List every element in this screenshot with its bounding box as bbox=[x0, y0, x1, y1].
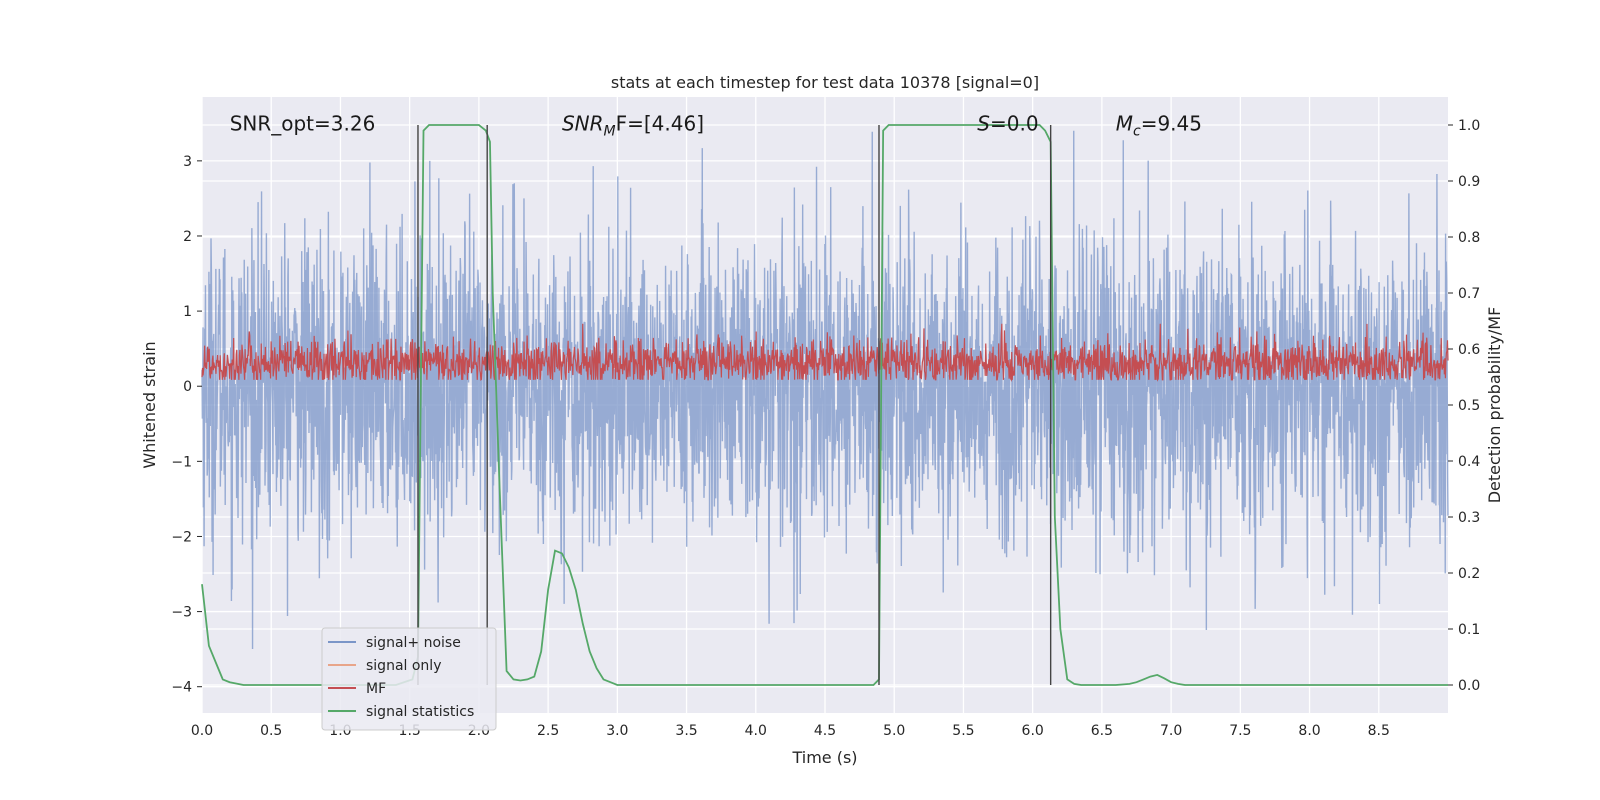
y2-tick-labels: 0.0 0.1 0.2 0.3 0.4 0.5 0.6 0.7 0.8 0.9 1.0 bbox=[1448, 118, 1480, 694]
x-tick-label: 7.5 bbox=[1229, 723, 1251, 739]
chart-title: stats at each timestep for test data 103… bbox=[611, 73, 1039, 92]
y2-tick-label: 0.7 bbox=[1458, 286, 1480, 302]
x-axis-label: Time (s) bbox=[791, 748, 857, 767]
y-tick-label: −4 bbox=[171, 680, 192, 696]
y2-tick-label: 0.9 bbox=[1458, 174, 1480, 190]
y-tick-label: 1 bbox=[183, 304, 192, 320]
x-tick-label: 4.0 bbox=[745, 723, 767, 739]
legend-label: MF bbox=[366, 681, 386, 697]
annotation-text: SNR_opt=3.26 bbox=[230, 111, 376, 135]
y-tick-label: 3 bbox=[183, 154, 192, 170]
y2-tick-label: 0.0 bbox=[1458, 678, 1480, 694]
legend-label: signal statistics bbox=[366, 704, 474, 720]
vertical-lines bbox=[417, 125, 1052, 685]
x-tick-label: 6.0 bbox=[1022, 723, 1044, 739]
legend-box bbox=[321, 627, 497, 731]
y2-tick-label: 0.6 bbox=[1458, 342, 1480, 358]
y-tick-label: −2 bbox=[171, 529, 192, 545]
legend-label: signal only bbox=[366, 658, 441, 674]
series-layer bbox=[201, 124, 1449, 686]
y-tick-label: −3 bbox=[171, 605, 192, 621]
y-tick-labels: −4 −3 −2 −1 0 1 2 3 bbox=[171, 154, 202, 696]
x-tick-label: 3.5 bbox=[675, 723, 697, 739]
x-tick-label: 3.0 bbox=[606, 723, 628, 739]
x-tick-label: 8.0 bbox=[1298, 723, 1320, 739]
series-mf-line bbox=[201, 323, 1449, 382]
x-tick-label: 0.5 bbox=[260, 723, 282, 739]
y2-tick-label: 1.0 bbox=[1458, 118, 1480, 134]
x-tick-label: 5.0 bbox=[883, 723, 905, 739]
annotations: SNR_opt=3.26 SNRMF=[4.46] S=0.0 Mc=9.45 bbox=[230, 111, 1202, 139]
x-tick-label: 6.5 bbox=[1091, 723, 1113, 739]
annotation-text: Mc=9.45 bbox=[1116, 111, 1202, 139]
y-tick-label: −1 bbox=[171, 454, 192, 470]
y-axis-label: Whitened strain bbox=[140, 341, 159, 468]
y2-tick-label: 0.4 bbox=[1458, 454, 1480, 470]
y2-tick-label: 0.3 bbox=[1458, 510, 1480, 526]
series-signal-statistics-line bbox=[201, 124, 1448, 686]
y-tick-label: 0 bbox=[183, 379, 192, 395]
series-signal-noise-line bbox=[201, 130, 1449, 650]
x-tick-label: 8.5 bbox=[1368, 723, 1390, 739]
legend: signal+ noise signal only MF signal statist… bbox=[321, 627, 497, 731]
y2-tick-label: 0.8 bbox=[1458, 230, 1480, 246]
annotation-text: S=0.0 bbox=[977, 111, 1038, 135]
y2-tick-label: 0.1 bbox=[1458, 622, 1480, 638]
x-tick-label: 2.5 bbox=[537, 723, 559, 739]
annotation-text: SNRMF=[4.46] bbox=[562, 111, 704, 139]
y-tick-label: 2 bbox=[183, 229, 192, 245]
x-tick-label: 5.5 bbox=[952, 723, 974, 739]
legend-label: signal+ noise bbox=[366, 635, 461, 651]
y2-axis-label: Detection probability/MF bbox=[1485, 307, 1504, 504]
x-tick-label: 7.0 bbox=[1160, 723, 1182, 739]
x-tick-label: 0.0 bbox=[191, 723, 213, 739]
x-tick-label: 4.5 bbox=[814, 723, 836, 739]
x-tick-labels: 0.0 0.5 1.0 1.5 2.0 2.5 3.0 3.5 4.0 4.5 5.0 5.5 6.0 6… bbox=[191, 723, 1390, 739]
y2-tick-label: 0.2 bbox=[1458, 566, 1480, 582]
y2-tick-label: 0.5 bbox=[1458, 398, 1480, 414]
